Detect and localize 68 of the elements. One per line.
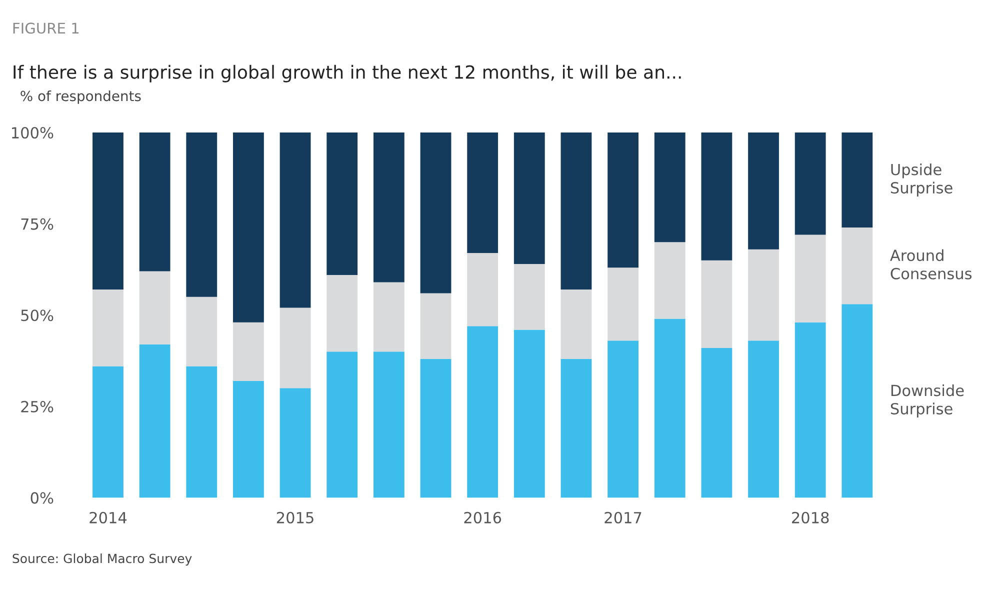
bar: [701, 260, 732, 348]
bar: [608, 268, 638, 341]
series-label: Downside Surprise: [890, 384, 964, 418]
bar: [514, 132, 545, 264]
bar: [654, 242, 686, 319]
bar: [842, 304, 873, 498]
bar: [420, 358, 452, 498]
bar: [794, 322, 826, 498]
bar: [842, 227, 873, 304]
bar: [748, 340, 779, 498]
x-tick-label: 2015: [276, 512, 314, 524]
bar: [139, 271, 170, 344]
bar: [373, 132, 404, 282]
bar: [608, 132, 638, 268]
bar: [92, 132, 124, 290]
bar: [794, 132, 826, 235]
bar: [467, 132, 498, 254]
source-note: Source: Global Macro Survey: [12, 554, 192, 566]
y-tick-label: 25%: [21, 400, 54, 412]
bar: [326, 274, 358, 352]
bar: [701, 348, 732, 498]
bar: [326, 132, 358, 275]
bar: [560, 358, 592, 498]
bar: [654, 132, 686, 242]
bar: [654, 318, 686, 498]
bar: [186, 366, 218, 498]
y-tick-label: 75%: [21, 218, 54, 230]
bar: [420, 132, 452, 294]
bar: [326, 352, 358, 498]
bar: [560, 132, 592, 290]
y-tick-label: 100%: [12, 126, 54, 139]
bar: [186, 296, 218, 366]
bar: [373, 352, 404, 498]
y-tick-label: 0%: [30, 492, 54, 504]
bar: [514, 330, 545, 498]
bar: [233, 322, 264, 381]
bar: [92, 366, 124, 498]
bar: [794, 234, 826, 322]
bar: [467, 326, 498, 498]
bar: [139, 132, 170, 272]
bar: [280, 388, 311, 498]
bar: [420, 293, 452, 359]
bar: [233, 132, 264, 322]
bar: [701, 132, 732, 260]
bar: [186, 132, 218, 297]
series-label: Around Consensus: [890, 249, 972, 280]
x-tick-label: 2016: [464, 512, 502, 524]
bar: [373, 282, 404, 352]
series-label: Upside Surprise: [890, 163, 952, 197]
caption: FIGURE 1: [13, 22, 79, 34]
bar: [748, 132, 779, 250]
bar: [514, 264, 545, 330]
y-axis-title: % of respondents: [20, 90, 141, 104]
bar: [748, 249, 779, 341]
x-tick-label: 2017: [604, 512, 642, 524]
bar: [139, 344, 170, 498]
bar: [92, 290, 124, 366]
chart-title: If there is a surprise in global growth in the next 12 months, it will be an...: [14, 64, 681, 82]
x-tick-label: 2014: [90, 512, 127, 524]
bar: [608, 340, 638, 498]
bar: [560, 290, 592, 359]
bar: [280, 308, 311, 388]
bar: [280, 132, 311, 308]
bar: [467, 253, 498, 326]
y-tick-label: 50%: [21, 310, 54, 322]
x-tick-label: 2018: [792, 512, 829, 524]
bar: [233, 380, 264, 498]
bar: [842, 132, 873, 228]
